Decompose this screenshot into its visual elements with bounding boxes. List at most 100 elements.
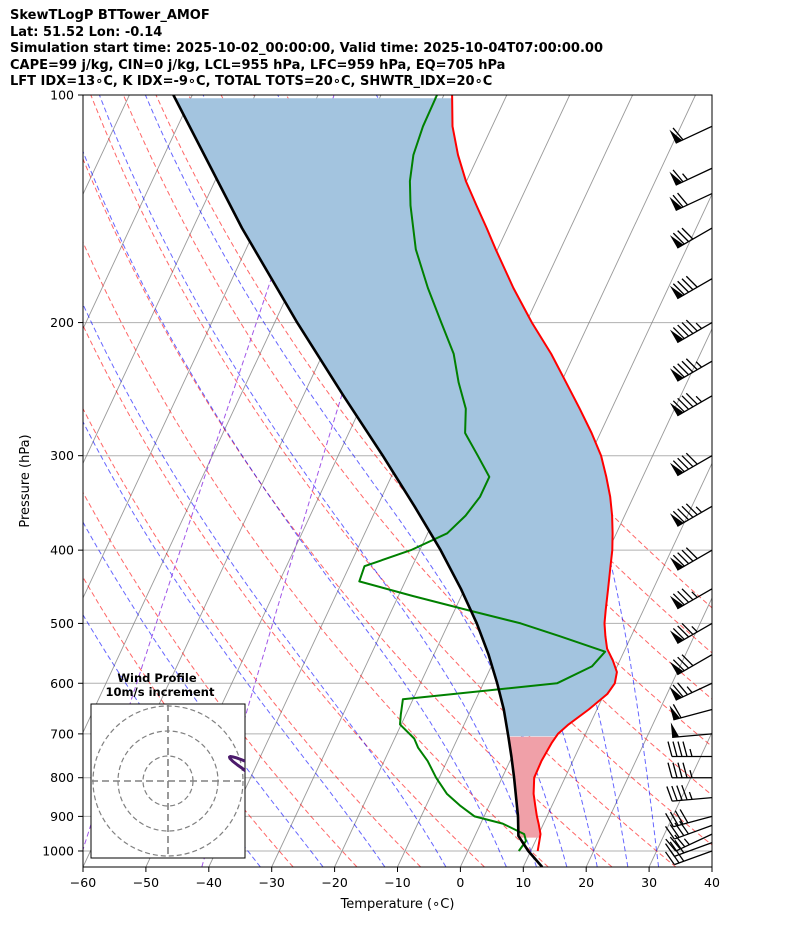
x-tick-label: −10: [384, 875, 410, 890]
wind-barb: [669, 392, 713, 417]
x-tick-label: −40: [196, 875, 222, 890]
barb-feather: [664, 825, 675, 840]
y-tick-label: 100: [50, 88, 74, 103]
barb-feather: [681, 322, 694, 335]
barb-feather: [672, 327, 685, 340]
barb-pennant: [669, 630, 684, 644]
parcel-profile: [172, 95, 544, 867]
wind-barb: [669, 358, 713, 382]
barb-staff: [677, 505, 713, 527]
cape-shading: [175, 98, 617, 737]
barb-feather: [672, 704, 682, 719]
dry-adiabat: [83, 324, 485, 867]
barb-feather: [677, 324, 690, 337]
barb-pennant: [669, 235, 684, 249]
barb-feather: [672, 400, 685, 413]
barb-feather: [681, 395, 694, 408]
x-axis-label: Temperature (∘C): [340, 897, 455, 912]
barb-half-feather: [695, 395, 703, 403]
barb-feather: [672, 283, 685, 296]
wind-barb: [669, 503, 713, 527]
barb-pennant: [669, 402, 684, 416]
x-tick-label: 30: [641, 875, 657, 890]
location-line: Lat: 51.52 Lon: -0.14: [10, 24, 163, 40]
barb-half-feather: [695, 506, 703, 513]
isotherm: [83, 95, 193, 330]
barb-feather: [681, 278, 694, 291]
isotherm: [711, 865, 712, 867]
barb-feather: [672, 127, 684, 141]
barb-staff: [673, 815, 713, 828]
barb-feather: [685, 358, 698, 371]
barb-feather: [677, 280, 690, 293]
barb-pennant: [669, 329, 684, 343]
barb-staff: [674, 842, 713, 857]
barb-feather: [666, 786, 673, 802]
barb-feather: [672, 741, 678, 757]
y-tick-label: 500: [50, 616, 74, 631]
wind-barb: [669, 319, 713, 344]
barb-pennant: [669, 196, 683, 211]
barb-half-feather: [691, 625, 698, 633]
barb-feather: [682, 762, 688, 778]
barb-feather: [681, 622, 694, 635]
barb-feather: [679, 809, 689, 824]
barb-feather: [677, 762, 683, 778]
simulation-time-line: Simulation start time: 2025-10-02_00:00:…: [10, 41, 603, 56]
dry-adiabat: [83, 157, 613, 867]
moist-adiabat: [83, 420, 386, 867]
y-tick-label: 800: [50, 770, 74, 785]
hodograph-subtitle: 10m/s increment: [106, 685, 215, 699]
barb-staff: [677, 588, 713, 610]
isotherm: [648, 731, 712, 867]
barb-feather: [672, 659, 685, 672]
barb-pennant: [669, 557, 684, 571]
barb-feather: [677, 363, 690, 376]
barb-feather: [665, 838, 677, 852]
wind-barb: [669, 167, 713, 186]
barb-feather: [677, 508, 690, 521]
barb-feather: [672, 684, 684, 698]
isotherm: [208, 95, 571, 867]
wind-barb: [669, 125, 713, 144]
barb-staff: [677, 455, 713, 477]
barb-feather: [681, 654, 694, 667]
wind-barb: [669, 588, 713, 610]
barb-feather: [681, 455, 694, 468]
barb-feather: [672, 762, 678, 778]
wind-barb: [666, 784, 713, 802]
wind-barb: [667, 741, 712, 758]
moist-adiabat: [83, 521, 324, 867]
x-tick-label: 10: [515, 875, 531, 890]
barb-pennant: [670, 722, 680, 738]
x-tick-label: −20: [321, 875, 347, 890]
barb-staff: [675, 682, 713, 701]
y-tick-label: 300: [50, 448, 74, 463]
barb-feather: [672, 365, 685, 378]
barb-pennant: [669, 129, 683, 144]
y-axis-label: Pressure (hPa): [18, 434, 33, 527]
isotherm: [522, 462, 712, 867]
barb-feather: [685, 452, 698, 465]
barb-feather: [677, 656, 690, 669]
barb-half-feather: [688, 791, 693, 800]
temperature-profile: [451, 95, 618, 852]
barb-feather: [685, 392, 698, 405]
barb-feather: [674, 810, 684, 825]
barb-feather: [669, 811, 679, 826]
barb-feather: [674, 839, 685, 854]
wind-barb: [667, 762, 712, 779]
barb-feather: [676, 785, 683, 801]
barb-pennant: [669, 462, 684, 476]
barb-feather: [681, 549, 694, 562]
moist-adiabat: [98, 95, 538, 867]
wind-barb: [664, 820, 713, 840]
barb-feather: [672, 194, 684, 208]
axes: −60 −50 −40 −30 −20 −10 0 10 20 30 40 1000 900 800 700…: [42, 88, 720, 891]
barb-feather: [672, 169, 684, 183]
hodograph-trace: [228, 755, 245, 773]
barb-feather: [681, 360, 694, 373]
cin-shading: [508, 736, 556, 838]
